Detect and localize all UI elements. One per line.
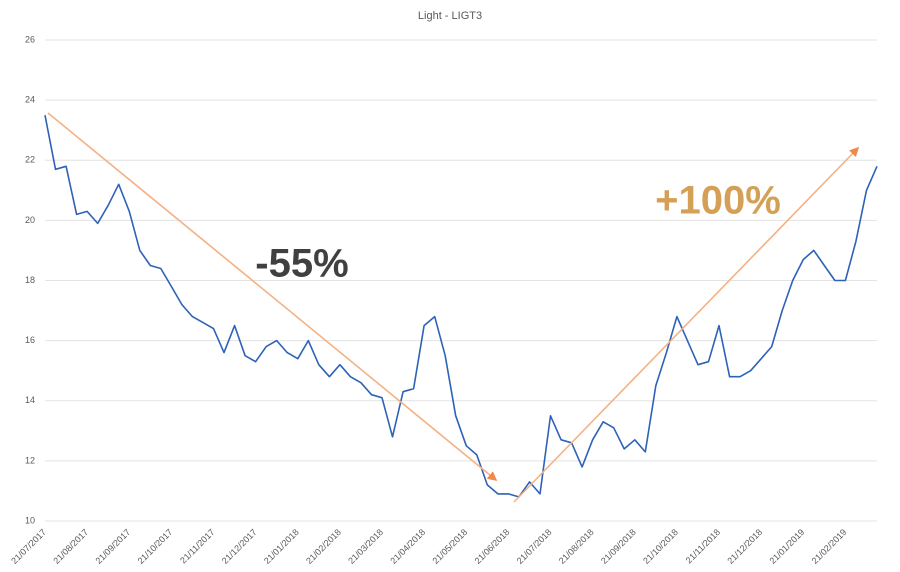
rise-arrow <box>513 146 860 503</box>
y-tick-label: 24 <box>25 95 35 105</box>
y-tick-label: 18 <box>25 275 35 285</box>
data-line <box>44 115 878 498</box>
annotation: +100% <box>655 179 781 223</box>
decline-arrow <box>47 112 498 482</box>
annotation: -55% <box>255 242 348 286</box>
y-tick-label: 20 <box>25 215 35 225</box>
y-tick-label: 14 <box>25 395 35 405</box>
chart-title: Light - LIGT3 <box>418 10 482 22</box>
y-tick-label: 10 <box>25 515 35 525</box>
y-tick-label: 16 <box>25 335 35 345</box>
y-tick-label: 26 <box>25 34 35 44</box>
y-tick-label: 12 <box>25 455 35 465</box>
y-tick-label: 22 <box>25 155 35 165</box>
